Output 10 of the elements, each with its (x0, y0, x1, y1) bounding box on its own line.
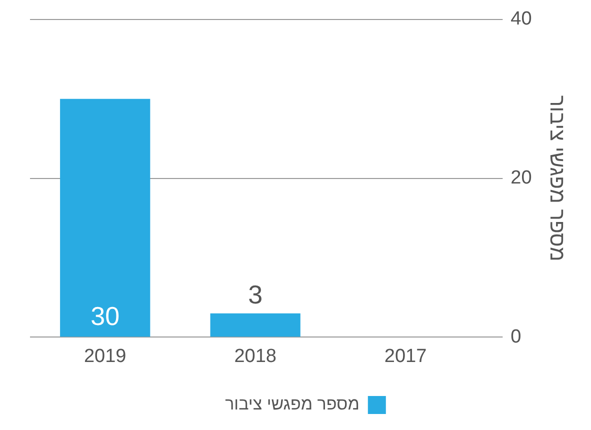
text: 3 (248, 280, 263, 310)
x-tick-label: 2018 (234, 346, 276, 367)
legend-label: מספר מפגשי ציבור (225, 394, 360, 414)
text: 30 (90, 300, 120, 331)
x-tick-label: 2019 (84, 346, 126, 367)
x-tick-label: 2017 (384, 346, 427, 367)
y-tick-label: 40 (510, 8, 532, 30)
y-tick-label: 0 (510, 326, 522, 348)
y-tick-label: 20 (510, 168, 532, 189)
y-axis-title: מספר מפגשי ציבור (546, 95, 569, 262)
